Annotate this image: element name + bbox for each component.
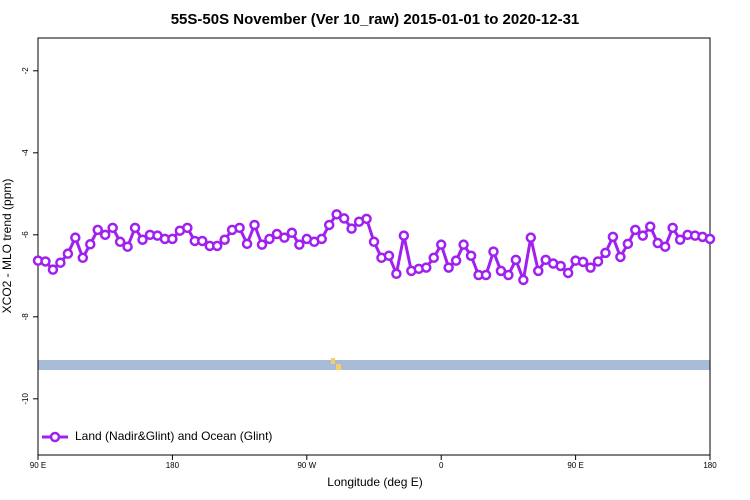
- x-tick-label: 90 W: [297, 461, 316, 470]
- data-point: [495, 265, 507, 277]
- data-point: [659, 241, 671, 252]
- data-point: [428, 252, 439, 264]
- data-point: [667, 222, 678, 234]
- data-point: [562, 267, 574, 279]
- data-point: [398, 230, 410, 241]
- y-tick-label: -6: [21, 231, 30, 239]
- y-tick-label: -4: [21, 149, 30, 157]
- x-axis-label: Longitude (deg E): [327, 475, 422, 489]
- y-tick-label: -10: [21, 392, 30, 404]
- data-point: [465, 250, 477, 261]
- data-point: [458, 239, 469, 250]
- y-axis-label: XCO2 - MLO trend (ppm): [0, 179, 14, 314]
- data-point: [77, 252, 89, 264]
- data-point: [525, 232, 537, 243]
- data-point: [704, 233, 716, 245]
- data-point: [62, 248, 74, 259]
- data-point: [503, 269, 514, 281]
- data-point: [331, 209, 342, 220]
- data-point: [391, 268, 402, 280]
- data-point: [555, 260, 566, 272]
- x-tick-label: 180: [703, 461, 717, 470]
- data-point: [249, 219, 260, 231]
- data-point: [630, 224, 641, 236]
- data-point: [129, 222, 141, 234]
- data-point: [55, 257, 66, 268]
- data-point: [70, 232, 81, 243]
- legend-label: Land (Nadir&Glint) and Ocean (Glint): [75, 429, 272, 443]
- data-point: [241, 238, 253, 250]
- data-point: [294, 239, 305, 250]
- x-tick-label: 90 E: [30, 461, 46, 470]
- data-point: [443, 262, 454, 273]
- data-point: [480, 269, 492, 281]
- data-point: [637, 230, 649, 241]
- data-point: [323, 219, 335, 231]
- plot-frame: [37, 37, 711, 456]
- data-point: [316, 233, 327, 245]
- chart-title: 55S-50S November (Ver 10_raw) 2015-01-01…: [171, 11, 580, 28]
- data-point: [585, 262, 596, 273]
- x-tick-label: 180: [166, 461, 180, 470]
- data-point: [533, 265, 544, 277]
- data-point: [361, 213, 372, 225]
- data-point: [518, 274, 529, 286]
- data-point: [645, 221, 656, 232]
- data-point: [182, 222, 193, 234]
- data-point: [577, 256, 589, 268]
- data-point: [615, 251, 626, 263]
- data-point: [607, 231, 619, 243]
- data-point: [488, 246, 499, 257]
- data-point: [264, 233, 275, 245]
- data-point: [167, 233, 178, 245]
- data-point: [137, 234, 148, 245]
- data-point: [622, 238, 634, 250]
- data-point: [592, 256, 604, 267]
- data-point: [600, 247, 611, 259]
- data-point: [279, 232, 290, 243]
- surface-strip: [38, 360, 710, 370]
- land-patch: [331, 358, 335, 364]
- legend-marker: [49, 431, 61, 443]
- data-point: [234, 222, 245, 234]
- x-tick-label: 0: [439, 461, 444, 470]
- data-point: [99, 229, 111, 241]
- data-point: [450, 255, 462, 266]
- data-point: [47, 264, 59, 275]
- data-point: [286, 227, 298, 239]
- data-point: [510, 254, 522, 266]
- data-point: [219, 234, 230, 245]
- data-point: [114, 236, 126, 248]
- data-point: [421, 262, 432, 273]
- data-point: [40, 256, 51, 267]
- data-point: [338, 213, 350, 224]
- data-point: [92, 224, 103, 236]
- x-tick-label: 90 E: [567, 461, 583, 470]
- data-point: [346, 223, 357, 234]
- data-point: [368, 236, 380, 248]
- data-point: [211, 240, 223, 252]
- data-point: [435, 239, 447, 250]
- y-tick-label: -8: [21, 313, 30, 321]
- data-point: [383, 250, 395, 261]
- data-point: [197, 235, 208, 247]
- data-point: [674, 234, 686, 245]
- data-point: [107, 222, 118, 234]
- data-point: [256, 239, 268, 250]
- land-patch: [336, 364, 341, 370]
- y-tick-label: -2: [21, 67, 30, 75]
- data-point: [122, 241, 133, 252]
- data-point: [85, 238, 96, 250]
